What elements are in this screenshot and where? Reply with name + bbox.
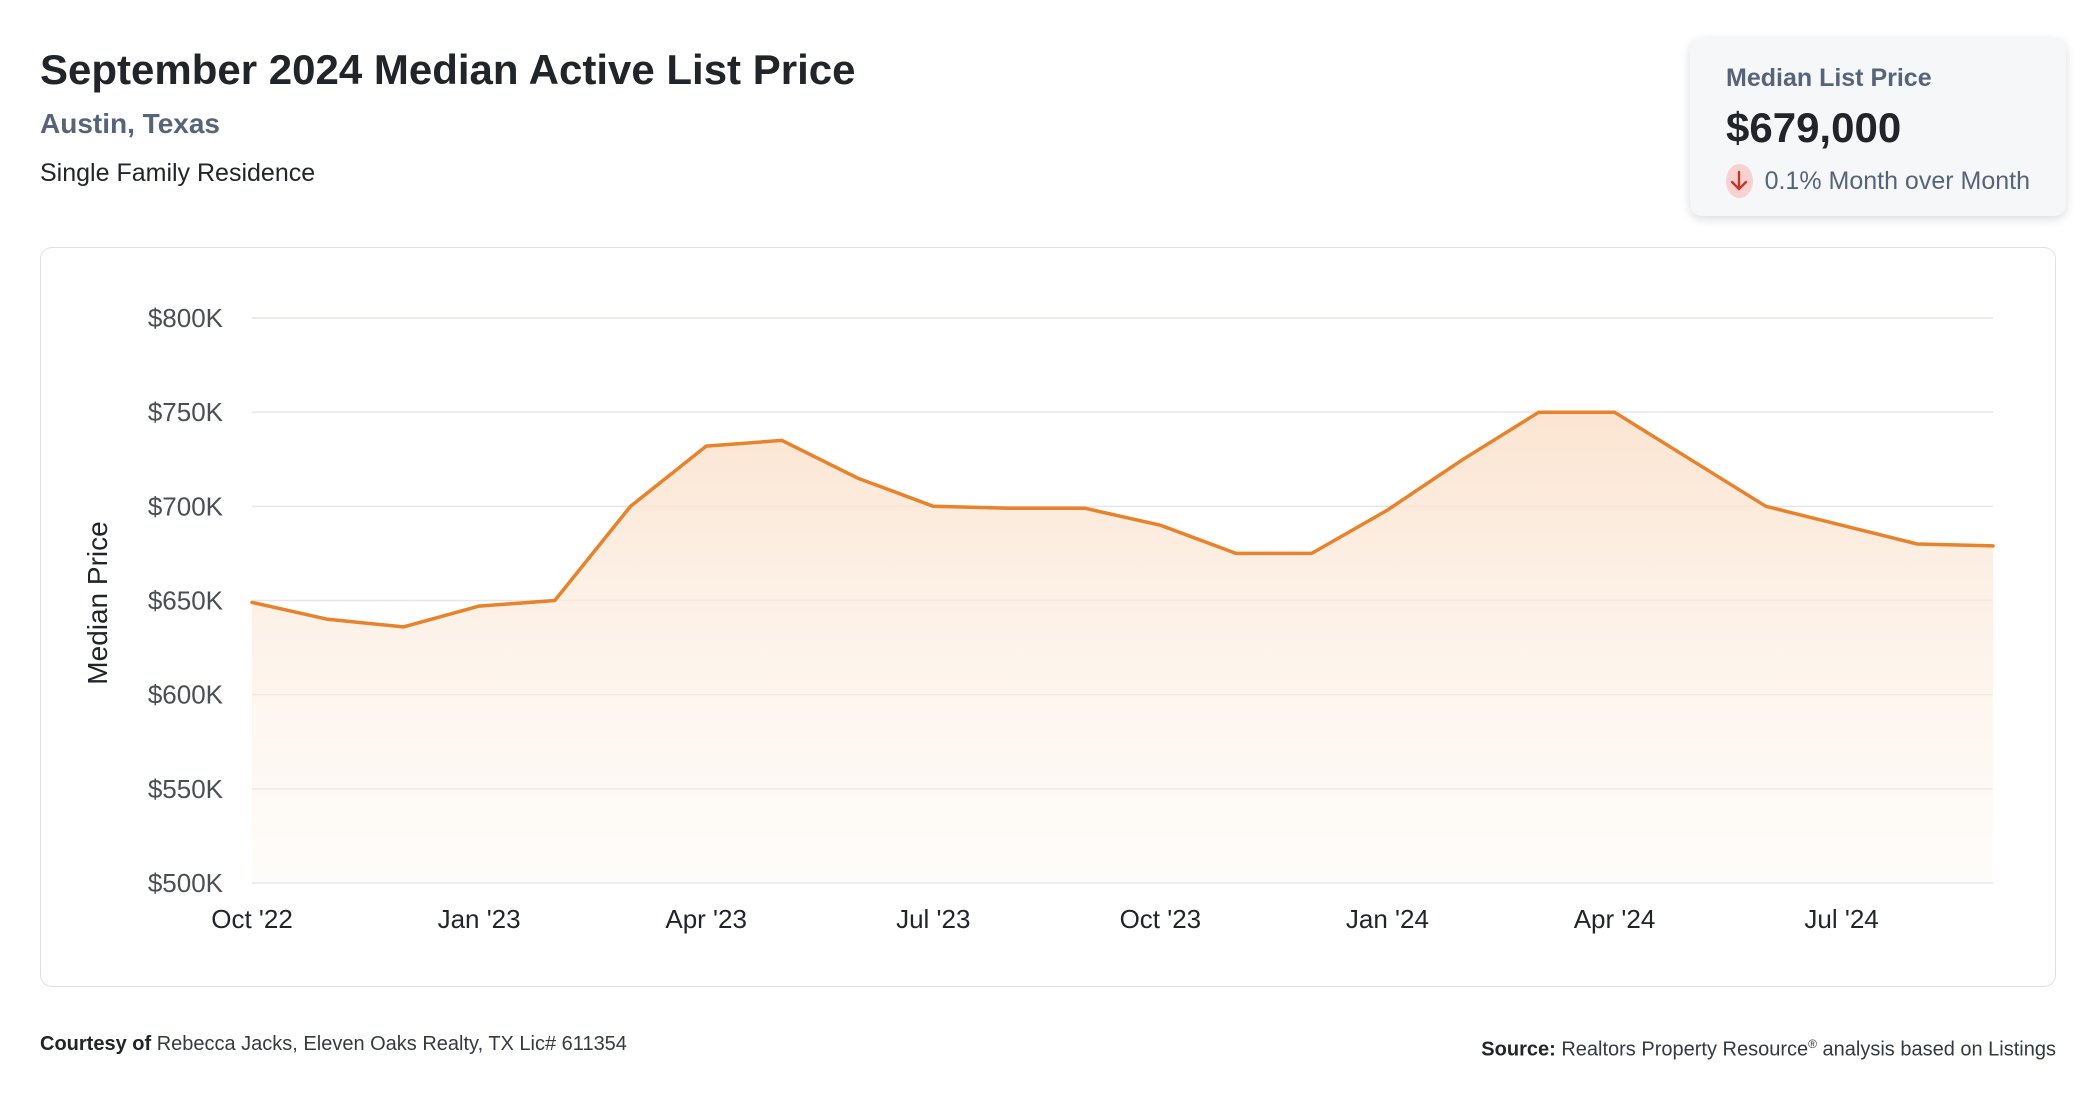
source-footer: Source: Realtors Property Resource® anal… [1481, 1030, 2056, 1064]
data-point[interactable] [549, 595, 561, 607]
data-point[interactable] [1457, 453, 1469, 465]
data-point[interactable] [1381, 504, 1393, 516]
data-point[interactable] [322, 613, 334, 625]
y-tick-label: $700K [148, 491, 224, 521]
arrow-down-icon [1726, 164, 1753, 198]
stat-change: 0.1% Month over Month [1726, 164, 2030, 198]
data-point[interactable] [776, 434, 788, 446]
source-label: Source: [1481, 1038, 1556, 1061]
data-point[interactable] [1609, 406, 1621, 418]
data-point[interactable] [1836, 519, 1848, 531]
y-tick-label: $500K [148, 868, 224, 898]
data-point[interactable] [473, 600, 485, 612]
source-name: Realtors Property Resource [1561, 1038, 1809, 1061]
y-tick-label: $650K [148, 586, 224, 616]
x-tick-label: Jul '24 [1804, 904, 1878, 934]
source-text: analysis based on Listings [1822, 1038, 2056, 1061]
y-tick-label: $550K [148, 774, 224, 804]
line-chart: $800K $750K $700K $650K $600K $550K $500K Oct … [82, 303, 1999, 934]
data-point[interactable] [927, 500, 939, 512]
y-tick-label: $800K [148, 303, 224, 333]
y-tick-label: $750K [148, 397, 224, 427]
data-point[interactable] [1760, 500, 1772, 512]
x-tick-label: Apr '24 [1574, 904, 1656, 934]
series-area [252, 412, 1993, 883]
data-point[interactable] [1987, 540, 1999, 552]
data-point[interactable] [1306, 547, 1318, 559]
data-point[interactable] [700, 440, 712, 452]
stat-value: $679,000 [1726, 104, 1902, 151]
x-tick-label: Oct '23 [1120, 904, 1202, 934]
y-tick-label: $600K [148, 680, 224, 710]
series-line [250, 410, 1995, 629]
y-axis-label: Median Price [82, 521, 113, 684]
data-point[interactable] [1230, 547, 1242, 559]
x-tick-label: Apr '23 [665, 904, 747, 934]
data-point[interactable] [624, 500, 636, 512]
stat-label: Median List Price [1726, 64, 1932, 92]
data-point[interactable] [1684, 453, 1696, 465]
courtesy-label: Courtesy of [40, 1033, 152, 1055]
courtesy-text: Rebecca Jacks, Eleven Oaks Realty, TX Li… [156, 1033, 627, 1055]
median-price-card: Median List Price $679,000 0.1% Month ov… [1690, 38, 2066, 216]
x-tick-label: Oct '22 [211, 904, 293, 934]
data-point[interactable] [1003, 502, 1015, 514]
data-point[interactable] [1079, 502, 1091, 514]
change-text: 0.1% Month over Month [1764, 167, 2030, 195]
courtesy-footer: Courtesy of Rebecca Jacks, Eleven Oaks R… [40, 1030, 627, 1058]
chart-card: $800K $750K $700K $650K $600K $550K $500K Oct … [40, 247, 2056, 987]
x-tick-label: Jul '23 [896, 904, 970, 934]
data-point[interactable] [1154, 519, 1166, 531]
property-type-label: Single Family Residence [40, 159, 316, 187]
page-title: September 2024 Median Active List Price [40, 46, 856, 93]
location-subtitle: Austin, Texas [40, 108, 220, 139]
source-mark: ® [1808, 1037, 1817, 1051]
data-point[interactable] [1533, 406, 1545, 418]
data-point[interactable] [246, 596, 258, 608]
data-point[interactable] [1911, 538, 1923, 550]
data-point[interactable] [397, 621, 409, 633]
data-point[interactable] [852, 472, 864, 484]
x-tick-label: Jan '24 [1346, 904, 1429, 934]
x-tick-label: Jan '23 [438, 904, 521, 934]
